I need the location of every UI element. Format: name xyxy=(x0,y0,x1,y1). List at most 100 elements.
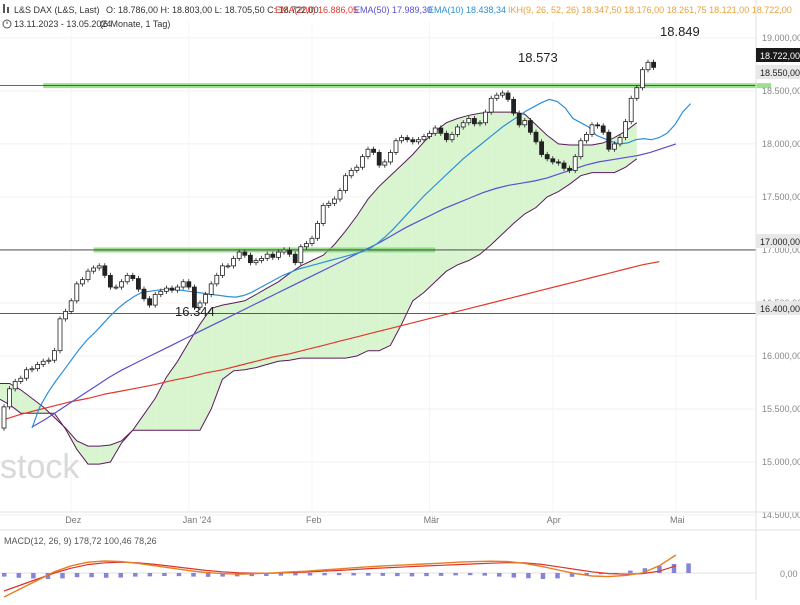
candle xyxy=(505,92,511,100)
senkou-span-b xyxy=(0,158,638,465)
macd-histogram-bar xyxy=(74,573,80,578)
candle xyxy=(645,61,651,71)
candle xyxy=(488,97,494,113)
macd-histogram-bar xyxy=(686,563,691,573)
y-tick-label: 15.500,00 xyxy=(762,404,800,414)
cloud-segment xyxy=(188,324,200,431)
candle xyxy=(522,120,528,126)
macd-histogram-bar xyxy=(45,573,51,579)
candle xyxy=(326,202,332,206)
cloud-segment xyxy=(356,199,368,356)
candle xyxy=(466,118,472,124)
macd-histogram-bar xyxy=(671,564,677,573)
cloud-segment xyxy=(480,112,492,255)
x-tick-label: Dez xyxy=(65,515,82,525)
candle xyxy=(68,300,74,312)
candle xyxy=(331,198,337,204)
candle xyxy=(135,278,141,290)
candle xyxy=(438,127,444,134)
cloud-segment xyxy=(233,300,245,371)
candle xyxy=(259,258,265,261)
macd-histogram-bar xyxy=(147,573,153,577)
candle xyxy=(208,283,214,295)
cloud-segment xyxy=(222,302,234,380)
svg-text:18.722,00: 18.722,00 xyxy=(760,51,800,61)
candle xyxy=(57,318,63,352)
x-tick-label: Jan '24 xyxy=(183,515,212,525)
cloud-segment xyxy=(580,144,592,176)
candle xyxy=(214,274,220,285)
candle xyxy=(108,274,113,288)
macd-histogram-bar xyxy=(598,573,604,575)
candle xyxy=(158,290,164,295)
cloud-segment xyxy=(401,154,413,325)
candle xyxy=(52,350,57,361)
y-tick-label: 15.000,00 xyxy=(762,457,800,467)
cloud-segment xyxy=(144,398,156,431)
candle xyxy=(152,294,158,306)
candle xyxy=(628,97,634,123)
candle xyxy=(231,258,237,267)
cloud-segment xyxy=(468,113,480,261)
macd-histogram-bar xyxy=(569,573,575,577)
candle xyxy=(124,274,130,283)
candle xyxy=(550,158,556,163)
macd-histogram-bar xyxy=(366,573,371,576)
macd-histogram-bar xyxy=(322,573,327,576)
candle xyxy=(427,132,433,137)
candle xyxy=(309,237,315,244)
candle xyxy=(460,122,466,128)
macd-histogram-bar xyxy=(438,573,444,576)
candle xyxy=(186,281,192,288)
cloud-segment xyxy=(312,255,324,359)
candle xyxy=(203,294,209,304)
candle xyxy=(584,133,589,142)
cloud-segment xyxy=(368,186,380,351)
macd-histogram-bar xyxy=(540,573,546,579)
candle xyxy=(292,253,298,264)
macd-histogram-bar xyxy=(351,573,356,576)
cloud-segment xyxy=(155,377,167,431)
macd-histogram-bar xyxy=(16,573,22,578)
x-axis: Dez Jan '24 Feb Mär Apr Mai xyxy=(65,515,684,525)
candle xyxy=(281,249,287,253)
price-badge-18550: 18.550,00 xyxy=(756,65,800,79)
candle xyxy=(483,111,489,124)
cloud-segment xyxy=(457,115,469,265)
cloud-segment xyxy=(547,135,559,197)
cloud-segment xyxy=(491,112,503,245)
candle xyxy=(539,141,544,155)
candle xyxy=(46,359,52,362)
macd-histogram-bar xyxy=(467,573,473,576)
candle xyxy=(348,170,354,177)
svg-text:16.400,00: 16.400,00 xyxy=(760,304,800,314)
candle xyxy=(147,298,153,306)
candle xyxy=(253,260,259,264)
x-tick-label: Mai xyxy=(670,515,685,525)
macd-histogram-bar xyxy=(497,573,502,577)
candle xyxy=(315,223,321,239)
candle xyxy=(29,368,35,371)
candle xyxy=(651,61,656,68)
x-tick-label: Apr xyxy=(547,515,561,525)
candle xyxy=(225,265,231,268)
candle xyxy=(320,205,326,224)
candles xyxy=(1,59,656,431)
y-tick-label: 18.500,00 xyxy=(762,86,800,96)
period-label: 13.11.2023 - 13.05.2024 xyxy=(14,19,111,29)
ichimoku-cloud xyxy=(0,111,638,465)
candle xyxy=(387,152,393,163)
cloud-segment xyxy=(614,131,626,173)
macd-signal-line xyxy=(3,561,677,592)
candle xyxy=(7,388,12,408)
candle xyxy=(589,124,595,135)
candle xyxy=(600,125,606,133)
macd-histogram-bar xyxy=(395,573,400,577)
candle xyxy=(337,190,343,200)
clock-icon xyxy=(2,19,12,29)
macd-histogram-bar xyxy=(453,573,458,576)
horizontal-levels xyxy=(0,85,756,314)
cloud-segment xyxy=(390,165,402,346)
senkou-span-a xyxy=(0,111,638,447)
